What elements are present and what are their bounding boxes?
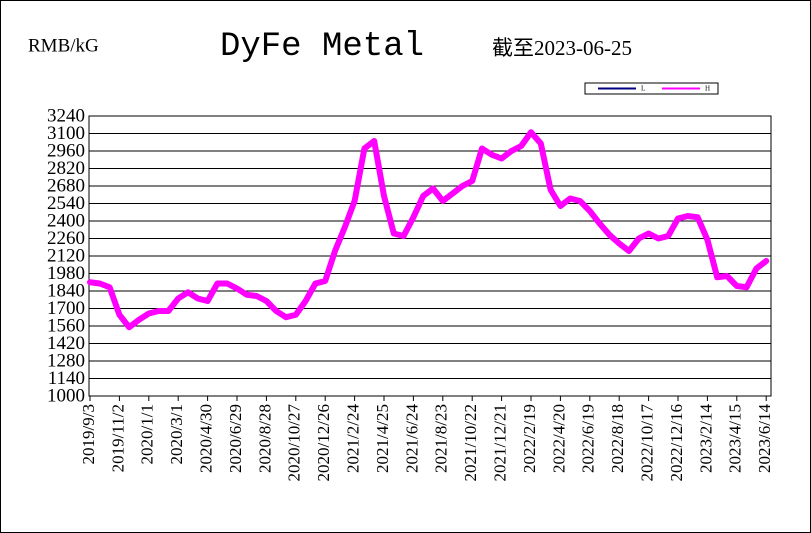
x-tick-label: 2023/4/15 bbox=[726, 404, 745, 473]
y-tick-label: 1280 bbox=[47, 350, 85, 371]
y-tick-label: 1000 bbox=[47, 385, 85, 406]
x-tick-label: 2023/2/14 bbox=[696, 404, 715, 473]
x-tick-label: 2019/9/3 bbox=[79, 404, 98, 464]
data-line bbox=[87, 129, 770, 331]
x-tick-label: 2023/6/14 bbox=[755, 404, 774, 473]
x-tick-label: 2021/12/21 bbox=[491, 404, 510, 481]
y-tick-label: 2260 bbox=[47, 228, 85, 249]
x-tick-label: 2020/3/1 bbox=[167, 404, 186, 464]
y-axis-label: RMB/kG bbox=[28, 35, 99, 56]
x-tick-label: 2020/8/28 bbox=[255, 404, 274, 473]
y-tick-label: 2820 bbox=[47, 158, 85, 179]
y-tick-label: 1700 bbox=[47, 298, 85, 319]
x-tick-label: 2020/1/1 bbox=[138, 404, 157, 464]
x-tick-label: 2021/6/24 bbox=[402, 404, 421, 473]
x-tick-label: 2022/4/20 bbox=[549, 404, 568, 473]
x-tick-label: 2022/10/17 bbox=[638, 404, 657, 482]
y-tick-label: 1420 bbox=[47, 333, 85, 354]
chart-title: DyFe Metal bbox=[220, 28, 424, 66]
x-tick-label: 2020/10/27 bbox=[285, 404, 304, 482]
y-tick-label: 2960 bbox=[47, 140, 85, 161]
x-tick-label: 2020/6/29 bbox=[226, 404, 245, 473]
x-tick-label: 2022/6/19 bbox=[579, 404, 598, 473]
y-tick-label: 3100 bbox=[47, 123, 85, 144]
y-tick-label: 1840 bbox=[47, 280, 85, 301]
y-tick-label: 1560 bbox=[47, 315, 85, 336]
legend-box bbox=[584, 82, 719, 95]
y-tick-label: 2680 bbox=[47, 175, 85, 196]
x-tick-label: 2020/4/30 bbox=[197, 404, 216, 473]
x-tick-label: 2019/11/2 bbox=[108, 404, 127, 472]
x-tick-label: 2022/2/19 bbox=[520, 404, 539, 473]
y-tick-label: 2120 bbox=[47, 245, 85, 266]
y-tick-label: 1140 bbox=[48, 368, 85, 389]
x-tick-label: 2021/8/23 bbox=[432, 404, 451, 473]
legend-label: L bbox=[641, 85, 645, 93]
legend-label: H bbox=[705, 85, 710, 93]
y-tick-label: 1980 bbox=[47, 263, 85, 284]
x-tick-label: 2022/12/16 bbox=[667, 404, 686, 481]
x-tick-label: 2021/2/24 bbox=[344, 404, 363, 473]
x-tick-label: 2021/10/22 bbox=[461, 404, 480, 481]
y-tick-label: 2540 bbox=[47, 193, 85, 214]
y-tick-label: 3240 bbox=[47, 105, 85, 126]
x-tick-label: 2022/8/18 bbox=[608, 404, 627, 473]
chart-subtitle: 截至2023-06-25 bbox=[492, 36, 632, 60]
x-tick-label: 2021/4/25 bbox=[373, 404, 392, 473]
x-tick-label: 2020/12/26 bbox=[314, 404, 333, 481]
y-tick-label: 2400 bbox=[47, 210, 85, 231]
